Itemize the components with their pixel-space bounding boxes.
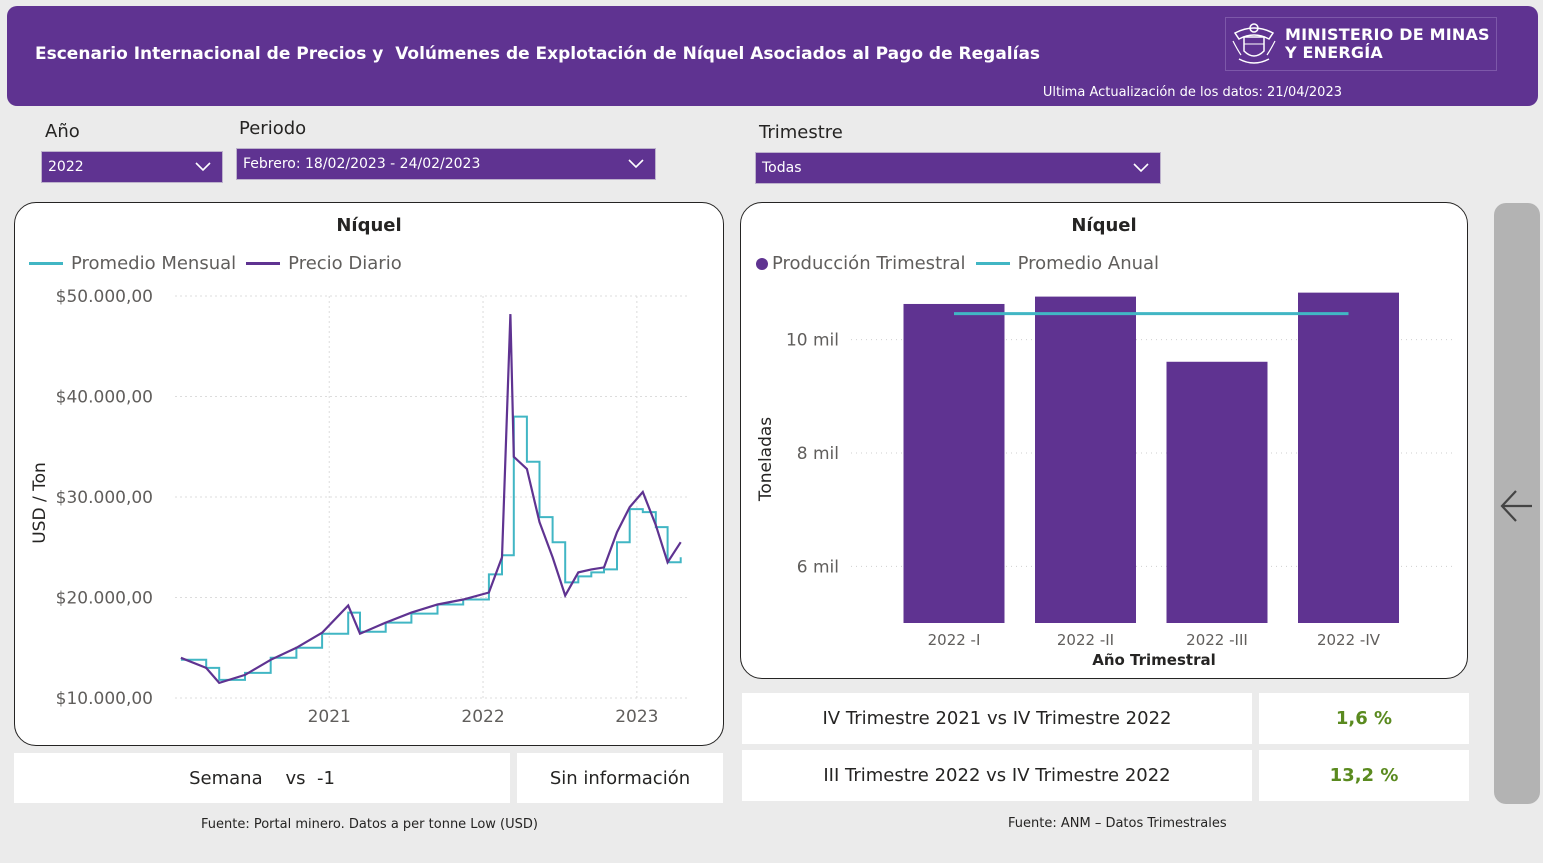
price-chart-legend: Promedio Mensual Precio Diario bbox=[29, 253, 412, 274]
year-filter-label: Año bbox=[45, 121, 80, 142]
price-source-note: Fuente: Portal minero. Datos a per tonne… bbox=[201, 817, 538, 832]
last-update-text: Ultima Actualización de los datos: 21/04… bbox=[1042, 85, 1342, 100]
price-y-tick-label: $50.000,00 bbox=[56, 287, 153, 307]
production-x-tick-label: 2022 -III bbox=[1186, 631, 1248, 649]
production-y-axis-label: Toneladas bbox=[756, 417, 776, 502]
production-chart-card: Níquel Producción Trimestral Promedio An… bbox=[740, 202, 1468, 679]
price-y-axis-label: USD / Ton bbox=[30, 462, 50, 544]
production-chart-legend: Producción Trimestral Promedio Anual bbox=[756, 253, 1169, 274]
coat-of-arms-icon bbox=[1232, 23, 1276, 64]
production-x-axis-label: Año Trimestral bbox=[1092, 651, 1216, 669]
production-x-tick-label: 2022 -IV bbox=[1317, 631, 1381, 649]
header-banner: Escenario Internacional de Precios y Vol… bbox=[7, 6, 1538, 106]
comparison-row-label: IV Trimestre 2021 vs IV Trimestre 2022 bbox=[742, 693, 1252, 744]
period-dropdown-value: Febrero: 18/02/2023 - 24/02/2023 bbox=[243, 156, 481, 172]
legend-swatch-purple bbox=[246, 262, 281, 265]
daily-price-series-line bbox=[180, 314, 682, 685]
production-source-note: Fuente: ANM – Datos Trimestrales bbox=[1008, 816, 1227, 831]
comparison-row-label: III Trimestre 2022 vs IV Trimestre 2022 bbox=[742, 750, 1252, 801]
production-bar-chart: 2022 -I 2022 -II 2022 -III 2022 -IV 10 mil 8… bbox=[756, 292, 1456, 669]
production-y-tick-label: 6 mil bbox=[797, 557, 839, 577]
week-comparison-label: Semana vs -1 bbox=[14, 753, 510, 803]
price-x-tick-label: 2021 bbox=[308, 707, 351, 727]
price-x-tick-label: 2022 bbox=[461, 707, 504, 727]
arrow-left-icon[interactable] bbox=[1498, 487, 1536, 525]
ministry-logo: MINISTERIO DE MINAS Y ENERGÍA bbox=[1225, 17, 1497, 71]
production-y-tick-label: 10 mil bbox=[786, 331, 839, 351]
quarter-dropdown-value: Todas bbox=[762, 160, 802, 176]
legend-item-daily[interactable]: Precio Diario bbox=[246, 253, 402, 274]
period-filter-label: Periodo bbox=[239, 118, 307, 139]
comparison-row-value: 1,6 % bbox=[1259, 693, 1469, 744]
quarter-filter-label: Trimestre bbox=[759, 122, 843, 143]
production-y-tick-label: 8 mil bbox=[797, 444, 839, 464]
production-x-tick-label: 2022 -II bbox=[1057, 631, 1114, 649]
price-x-tick-label: 2023 bbox=[615, 707, 658, 727]
production-bar[interactable] bbox=[1298, 292, 1399, 623]
year-dropdown-value: 2022 bbox=[48, 159, 84, 175]
legend-item-quarterly[interactable]: Producción Trimestral bbox=[756, 253, 966, 274]
week-comparison-value: Sin información bbox=[517, 753, 723, 803]
price-y-tick-label: $20.000,00 bbox=[56, 589, 153, 609]
price-y-tick-label: $40.000,00 bbox=[56, 388, 153, 408]
production-chart-title: Níquel bbox=[1071, 215, 1137, 236]
comparison-row-value: 13,2 % bbox=[1259, 750, 1469, 801]
page-title: Escenario Internacional de Precios y Vol… bbox=[35, 44, 1041, 64]
year-dropdown[interactable]: 2022 bbox=[41, 151, 223, 183]
legend-item-monthly[interactable]: Promedio Mensual bbox=[29, 253, 236, 274]
production-x-tick-label: 2022 -I bbox=[928, 631, 981, 649]
chevron-down-icon bbox=[1133, 163, 1149, 173]
legend-item-annual[interactable]: Promedio Anual bbox=[975, 253, 1159, 274]
price-line-chart: $50.000,00 $40.000,00 $30.000,00 $20.000,00… bbox=[30, 287, 687, 727]
chevron-down-icon bbox=[195, 162, 211, 172]
quarter-dropdown[interactable]: Todas bbox=[755, 152, 1161, 184]
chevron-down-icon bbox=[628, 159, 644, 169]
back-navigation-panel[interactable] bbox=[1494, 203, 1540, 804]
legend-swatch-purple bbox=[756, 257, 768, 270]
production-bar[interactable] bbox=[1166, 361, 1268, 623]
legend-swatch-teal bbox=[975, 262, 1010, 265]
legend-swatch-teal bbox=[29, 262, 63, 265]
ministry-name: MINISTERIO DE MINAS Y ENERGÍA bbox=[1285, 25, 1490, 62]
price-y-tick-label: $30.000,00 bbox=[56, 488, 153, 508]
production-bar[interactable] bbox=[903, 303, 1005, 623]
price-chart-title: Níquel bbox=[336, 215, 402, 236]
period-dropdown[interactable]: Febrero: 18/02/2023 - 24/02/2023 bbox=[236, 148, 656, 180]
monthly-average-series-line bbox=[180, 415, 682, 681]
price-y-tick-label: $10.000,00 bbox=[56, 689, 153, 709]
production-bar[interactable] bbox=[1035, 296, 1136, 623]
price-chart-card: Níquel Promedio Mensual Precio Diario $5… bbox=[14, 202, 724, 746]
